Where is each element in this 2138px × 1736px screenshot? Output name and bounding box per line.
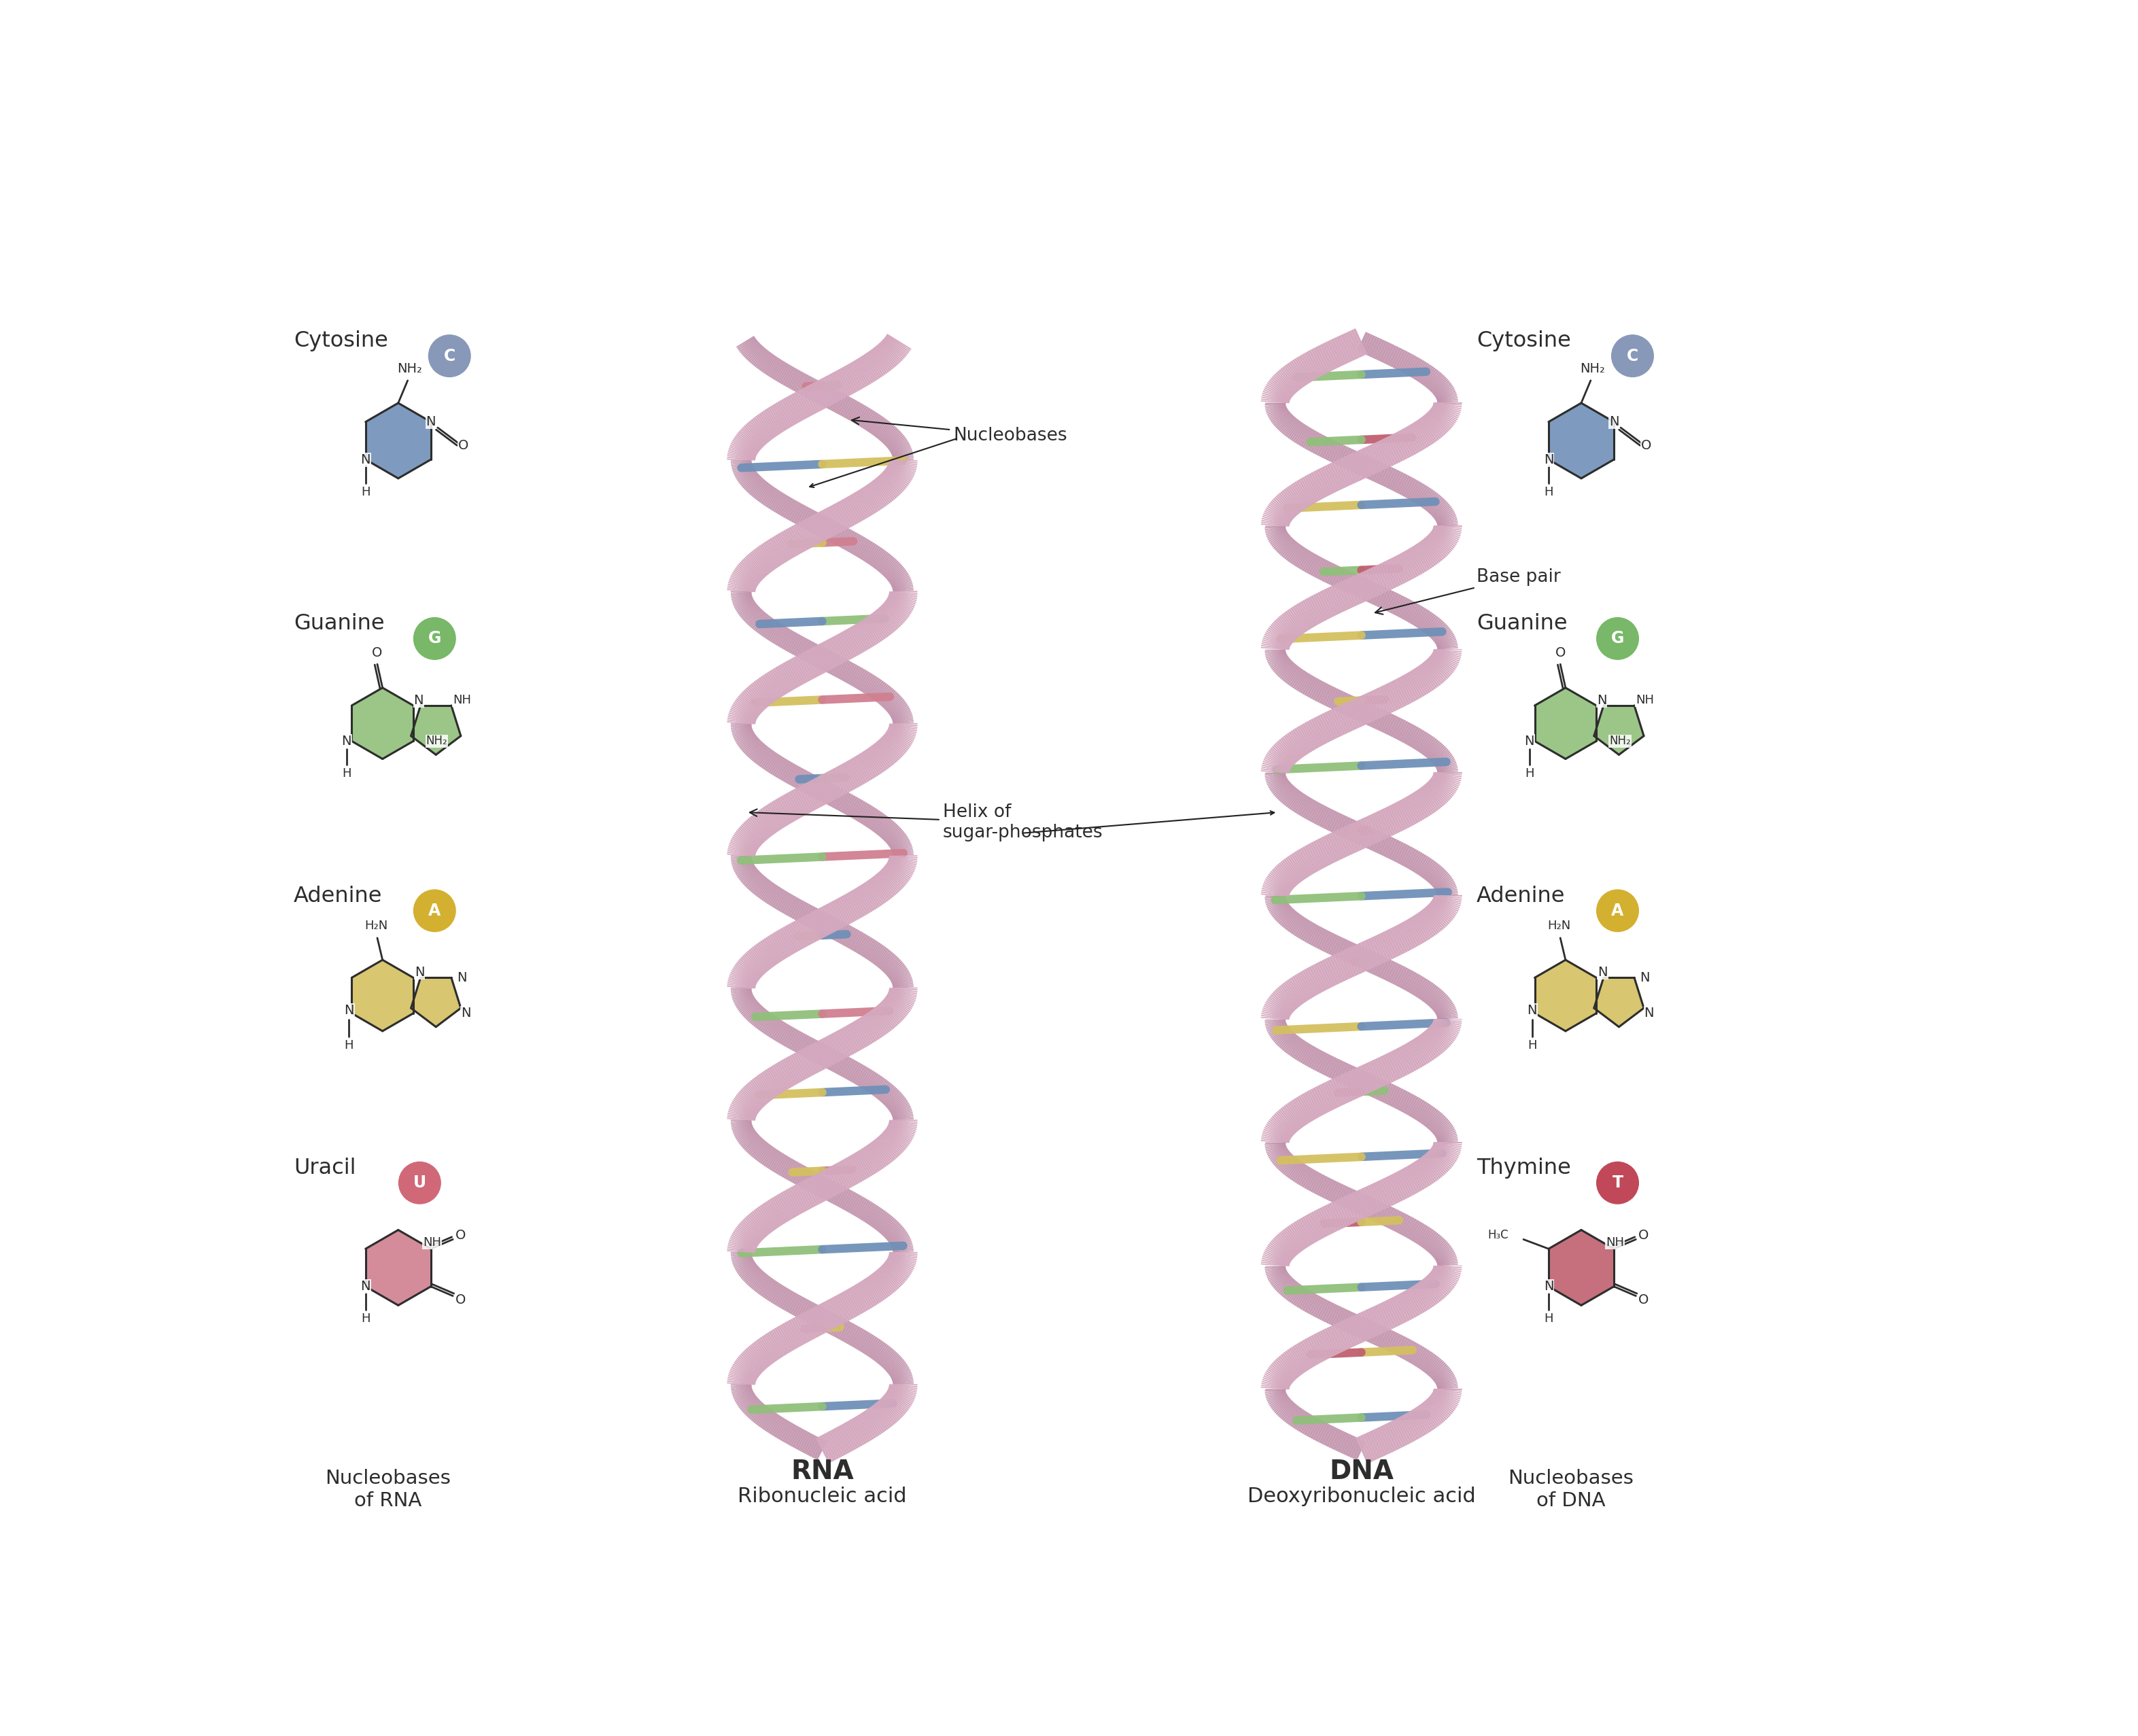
Text: N: N: [361, 453, 370, 465]
Text: C: C: [445, 347, 455, 365]
Text: N: N: [425, 415, 436, 429]
Polygon shape: [1595, 705, 1644, 755]
Polygon shape: [1595, 977, 1644, 1028]
Text: H₂N: H₂N: [1548, 920, 1571, 932]
Circle shape: [413, 891, 455, 932]
Text: G: G: [428, 630, 440, 648]
Text: O: O: [455, 1229, 466, 1241]
Text: H₃C: H₃C: [1488, 1229, 1509, 1241]
Circle shape: [1612, 335, 1653, 377]
Text: Adenine: Adenine: [1477, 885, 1565, 906]
Polygon shape: [1535, 960, 1597, 1031]
Text: Adenine: Adenine: [293, 885, 383, 906]
Polygon shape: [410, 977, 462, 1028]
Text: Cytosine: Cytosine: [293, 330, 387, 352]
Circle shape: [428, 335, 470, 377]
Text: H: H: [361, 1312, 370, 1325]
Text: H: H: [342, 767, 351, 779]
Text: U: U: [413, 1175, 425, 1191]
Text: Nucleobases: Nucleobases: [851, 417, 1067, 444]
Circle shape: [413, 618, 455, 660]
Text: H: H: [1524, 767, 1535, 779]
Text: N: N: [1610, 415, 1618, 429]
Text: NH: NH: [453, 694, 470, 707]
Text: NH: NH: [1636, 694, 1655, 707]
Text: Uracil: Uracil: [293, 1158, 355, 1179]
Text: N: N: [1644, 1007, 1655, 1019]
Text: N: N: [342, 734, 351, 748]
Text: N: N: [1544, 453, 1554, 465]
Text: NH: NH: [423, 1236, 440, 1248]
Text: Nucleobases
of DNA: Nucleobases of DNA: [1507, 1469, 1633, 1510]
Polygon shape: [351, 687, 413, 759]
Polygon shape: [351, 960, 413, 1031]
Text: Thymine: Thymine: [1477, 1158, 1571, 1179]
Text: Guanine: Guanine: [293, 613, 385, 634]
Text: Helix of
sugar-phosphates: Helix of sugar-phosphates: [750, 804, 1103, 842]
Text: N: N: [415, 965, 425, 979]
Text: Nucleobases
of RNA: Nucleobases of RNA: [325, 1469, 451, 1510]
Text: NH₂: NH₂: [425, 734, 447, 746]
Text: H₂N: H₂N: [366, 920, 387, 932]
Text: N: N: [344, 1003, 355, 1017]
Text: H: H: [344, 1040, 353, 1052]
Circle shape: [1597, 618, 1638, 660]
Circle shape: [1597, 1161, 1638, 1203]
Text: NH₂: NH₂: [398, 363, 423, 375]
Text: NH: NH: [1606, 1236, 1625, 1248]
Text: H: H: [1544, 1312, 1552, 1325]
Polygon shape: [366, 403, 432, 479]
Text: N: N: [413, 694, 423, 707]
Text: DNA: DNA: [1330, 1458, 1394, 1484]
Text: N: N: [458, 970, 466, 984]
Text: A: A: [1612, 903, 1623, 918]
Polygon shape: [1548, 1231, 1614, 1305]
Text: O: O: [455, 1293, 466, 1307]
Text: NH₂: NH₂: [1610, 734, 1631, 746]
Text: N: N: [1597, 965, 1608, 979]
Text: O: O: [372, 646, 383, 660]
Text: H: H: [1527, 1040, 1537, 1052]
Text: Deoxyribonucleic acid: Deoxyribonucleic acid: [1246, 1486, 1475, 1507]
Text: C: C: [1627, 347, 1638, 365]
Text: G: G: [1612, 630, 1625, 648]
Text: N: N: [1524, 734, 1535, 748]
Circle shape: [1597, 891, 1638, 932]
Text: NH₂: NH₂: [1580, 363, 1606, 375]
Text: O: O: [458, 439, 468, 451]
Text: Ribonucleic acid: Ribonucleic acid: [738, 1486, 907, 1507]
Text: O: O: [1642, 439, 1651, 451]
Text: N: N: [1544, 1279, 1554, 1293]
Text: N: N: [1527, 1003, 1537, 1017]
Text: H: H: [1544, 486, 1552, 498]
Text: O: O: [1638, 1293, 1648, 1307]
Text: T: T: [1612, 1175, 1623, 1191]
Text: O: O: [1554, 646, 1565, 660]
Polygon shape: [1548, 403, 1614, 479]
Text: N: N: [361, 1279, 370, 1293]
Text: N: N: [1640, 970, 1651, 984]
Text: Cytosine: Cytosine: [1477, 330, 1571, 352]
Polygon shape: [366, 1231, 432, 1305]
Text: A: A: [428, 903, 440, 918]
Polygon shape: [410, 705, 462, 755]
Text: Guanine: Guanine: [1477, 613, 1567, 634]
Polygon shape: [1535, 687, 1597, 759]
Text: N: N: [1597, 694, 1606, 707]
Text: O: O: [1638, 1229, 1648, 1241]
Text: N: N: [462, 1007, 470, 1019]
Text: H: H: [361, 486, 370, 498]
Circle shape: [400, 1161, 440, 1203]
Text: Base pair: Base pair: [1375, 568, 1561, 615]
Text: RNA: RNA: [791, 1458, 853, 1484]
